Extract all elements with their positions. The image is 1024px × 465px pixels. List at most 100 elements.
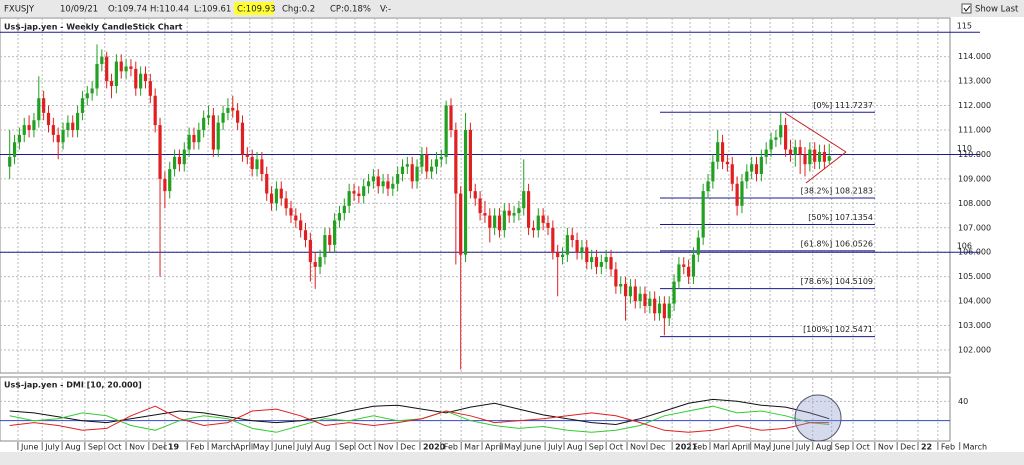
candle-body	[434, 159, 439, 167]
volume: V:-	[380, 5, 391, 15]
candle-body	[260, 159, 264, 174]
candle-body	[822, 152, 827, 162]
candle-body	[594, 257, 599, 267]
candle-body	[226, 108, 230, 113]
candle-body	[362, 186, 366, 196]
candle-body	[352, 191, 356, 194]
scrollbar[interactable]	[0, 452, 1024, 465]
candle-body	[323, 235, 327, 258]
candle-body	[376, 176, 380, 187]
candle-body	[648, 298, 652, 306]
candle-body	[808, 149, 812, 165]
candle-body	[400, 166, 405, 174]
candle-body	[745, 171, 749, 182]
candle-body	[541, 215, 545, 223]
candle-body	[711, 161, 715, 182]
candle-body	[488, 215, 492, 228]
candle-body	[784, 125, 788, 150]
y-tick-label: 112.000	[958, 101, 991, 110]
x-tick-label: Oct	[358, 443, 372, 452]
candle-body	[245, 154, 249, 157]
x-tick-label: March	[211, 443, 235, 452]
candle-body	[61, 130, 65, 143]
candle-body	[604, 257, 608, 262]
candle-body	[90, 88, 94, 94]
show-last-label[interactable]: Show Last	[975, 5, 1019, 15]
candle-body	[560, 254, 565, 258]
candle-body	[701, 191, 705, 238]
candle-body	[342, 205, 346, 214]
dmi-title: Us$-jap.yen - DMI [10, 20.000]	[4, 381, 142, 390]
candle-body	[633, 286, 637, 302]
candle-body	[279, 188, 283, 199]
candle-body	[172, 156, 177, 170]
candle-body	[735, 183, 739, 206]
candle-body	[386, 181, 390, 189]
candle-body	[231, 108, 235, 111]
candle-body	[56, 134, 60, 143]
x-tick-label: Mar	[464, 443, 480, 452]
x-tick-label: June	[274, 443, 293, 452]
candle-body	[240, 122, 245, 155]
candle-body	[158, 125, 162, 179]
candle-body	[192, 134, 196, 143]
candle-body	[100, 56, 104, 64]
x-tick-label: Nov	[878, 443, 894, 452]
x-tick-label: April	[235, 443, 253, 452]
candle-body	[42, 98, 46, 113]
x-tick-label: 2020	[423, 443, 446, 452]
candle-body	[177, 156, 182, 165]
candle-body	[221, 112, 225, 123]
date: 10/09/21	[60, 5, 98, 15]
x-tick-label: Feb	[693, 443, 707, 452]
candle-body	[415, 166, 419, 182]
x-tick-label: July	[547, 443, 563, 452]
x-tick-label: April	[485, 443, 503, 452]
candle-body	[720, 142, 725, 162]
candle-body	[255, 159, 259, 170]
x-tick-label: Nov	[378, 443, 394, 452]
y-tick-label: 40	[958, 397, 968, 406]
candle-body	[507, 210, 511, 216]
candle-body	[202, 117, 206, 130]
highlight-circle	[794, 394, 842, 442]
x-tick-label: May	[253, 443, 270, 452]
x-tick-label: May	[754, 443, 771, 452]
checkmark	[963, 5, 971, 12]
candle-body	[813, 149, 817, 162]
price-title: Us$-jap.yen - Weekly CandleStick Chart	[4, 23, 183, 32]
candle-body	[357, 193, 361, 196]
y-tick-label: 102.000	[958, 346, 991, 355]
candle-body	[333, 220, 337, 245]
x-tick-label: June	[772, 443, 791, 452]
x-tick-label: June	[523, 443, 542, 452]
candle-body	[662, 303, 666, 319]
fib-label: [61.8%] 106.0526	[801, 239, 873, 248]
level-label: 106	[957, 242, 972, 251]
candle-body	[585, 247, 589, 262]
candle-body	[716, 142, 720, 162]
candle-body	[85, 93, 89, 99]
candle-body	[153, 95, 157, 126]
candle-body	[299, 220, 303, 231]
candle-body	[459, 193, 463, 255]
candle-body	[764, 149, 768, 157]
candle-body	[672, 281, 676, 304]
close: C:109.93	[237, 5, 276, 15]
candle-body	[143, 73, 148, 82]
candle-body	[95, 64, 99, 89]
y-tick-label: 105.000	[958, 272, 991, 281]
x-tick-label: 22	[921, 443, 932, 452]
x-tick-label: Sep	[88, 443, 103, 452]
x-tick-label: Feb	[941, 443, 955, 452]
show-last-checkbox[interactable]	[961, 3, 972, 14]
candle-body	[71, 122, 75, 130]
dmi-line	[9, 398, 830, 426]
x-tick-label: June	[20, 443, 38, 452]
candle-body	[638, 293, 642, 302]
candle-body	[657, 303, 662, 314]
x-tick-label: March	[963, 443, 987, 452]
candle-body	[531, 227, 536, 231]
candle-body	[493, 215, 497, 228]
